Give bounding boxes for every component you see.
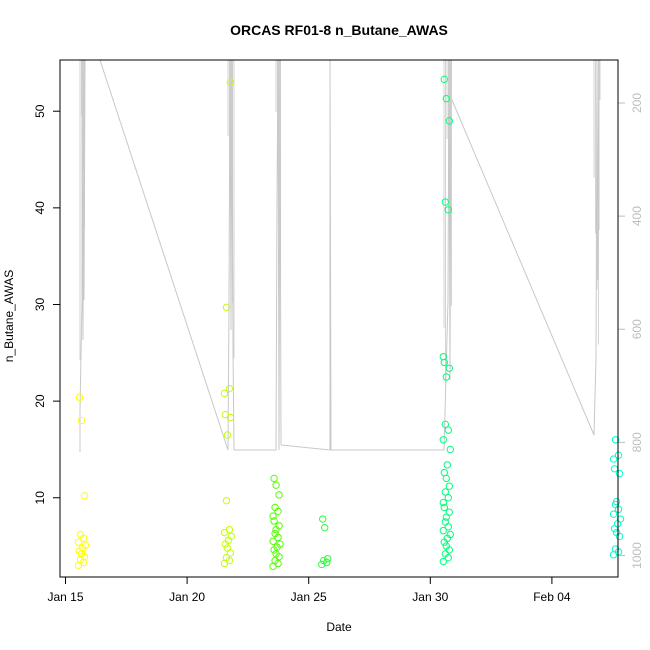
data-point-rf08	[610, 465, 619, 473]
data-point-rf05-07	[440, 75, 448, 84]
data-point-rf04	[324, 554, 332, 563]
y2-tick-label: 200	[630, 93, 644, 113]
chart-title: ORCAS RF01-8 n_Butane_AWAS	[230, 22, 448, 38]
data-point-rf03	[270, 474, 278, 483]
data-point-rf03	[271, 503, 279, 512]
data-point-rf05-07	[445, 364, 453, 372]
data-point-rf03	[271, 529, 279, 538]
y2-tick-label: 1000	[630, 542, 644, 569]
y2-tick-label: 400	[630, 206, 644, 226]
x-axis-label: Date	[326, 620, 352, 634]
y-tick-label: 30	[33, 297, 47, 311]
data-point-rf08	[616, 515, 625, 523]
data-point-rf05-07	[442, 373, 450, 381]
y-tick-label: 10	[33, 491, 47, 505]
axes: Jan 15 Jan 20 Jan 25 Jan 30 Feb 04 10 20 30 40 50…	[33, 93, 644, 604]
data-point-rf04	[320, 556, 328, 565]
data-point-rf02	[225, 384, 234, 393]
data-point-rf03	[271, 556, 279, 565]
data-point-rf02	[220, 389, 229, 398]
data-point-rf03	[270, 517, 278, 525]
data-point-rf05-07	[444, 494, 452, 502]
data-point-rf05-07	[446, 530, 454, 539]
data-point-rf02	[221, 410, 230, 419]
data-point-rf05-07	[439, 352, 447, 361]
pressure-trace	[79, 59, 601, 452]
pressure-trace-segment	[280, 59, 452, 451]
data-point-rf05-07	[446, 445, 454, 454]
data-points	[74, 75, 625, 571]
data-point-rf05-07	[441, 488, 449, 496]
data-point-rf02	[223, 431, 232, 439]
data-point-rf05-07	[444, 426, 452, 434]
data-point-rf05-07	[439, 436, 447, 444]
y2-tick-label: 600	[630, 319, 644, 339]
data-point-rf05-07	[439, 498, 447, 507]
plot-frame	[59, 59, 619, 578]
data-point-rf05-07	[439, 526, 447, 535]
data-point-rf03	[275, 491, 283, 499]
data-point-rf02	[222, 496, 231, 505]
data-point-rf01	[80, 492, 89, 500]
data-point-rf02	[223, 544, 232, 552]
data-point-rf03	[272, 481, 280, 489]
data-point-rf05-07	[445, 508, 453, 516]
data-point-rf05-07	[442, 94, 450, 103]
data-point-rf01	[75, 393, 84, 401]
x-tick-label: Jan 30	[412, 590, 448, 604]
data-point-rf04	[321, 524, 329, 532]
y-tick-label: 40	[33, 201, 47, 215]
data-point-rf05-07	[439, 557, 447, 566]
data-point-rf02	[225, 525, 234, 534]
data-point-rf05-07	[441, 550, 449, 558]
data-point-rf08	[612, 497, 621, 506]
data-point-rf08	[611, 545, 620, 553]
data-point-rf05-07	[445, 117, 453, 125]
data-point-rf02	[222, 303, 231, 312]
data-point-rf05-07	[440, 503, 448, 512]
data-point-rf08	[614, 451, 623, 459]
data-point-rf04	[319, 515, 327, 523]
data-point-rf05-07	[441, 518, 449, 526]
data-point-rf05-07	[444, 206, 452, 214]
data-point-rf03	[275, 522, 283, 530]
data-point-rf05-07	[443, 461, 451, 469]
x-tick-label: Jan 25	[291, 590, 327, 604]
data-point-rf03	[269, 537, 277, 545]
data-point-rf05-07	[441, 420, 449, 429]
data-point-rf05-07	[445, 482, 453, 490]
data-point-rf01	[81, 541, 90, 549]
pressure-trace-segment	[451, 59, 600, 436]
data-point-rf03	[276, 540, 284, 548]
data-point-rf04	[318, 560, 326, 569]
y-axis-label: n_Butane_AWAS	[2, 270, 16, 363]
data-point-rf08	[612, 528, 621, 537]
pressure-trace-segment	[79, 59, 86, 452]
data-point-rf02	[222, 553, 231, 562]
data-point-rf05-07	[441, 198, 449, 206]
data-point-rf08	[611, 436, 620, 444]
data-point-rf01	[76, 530, 85, 539]
data-point-rf03	[272, 550, 280, 558]
data-point-rf08	[609, 455, 618, 463]
data-point-rf03	[269, 512, 277, 520]
x-tick-label: Jan 20	[169, 590, 205, 604]
data-point-rf01	[74, 538, 83, 546]
data-point-rf08	[609, 510, 618, 518]
data-point-rf01	[77, 416, 86, 425]
data-point-rf02	[226, 78, 235, 86]
x-tick-label: Feb 04	[533, 590, 571, 604]
pressure-trace-segment	[99, 59, 282, 451]
y-tick-label: 20	[33, 394, 47, 408]
data-point-rf05-07	[442, 542, 450, 550]
data-point-rf02	[227, 532, 236, 541]
data-point-rf05-07	[440, 468, 448, 477]
x-tick-label: Jan 15	[47, 590, 83, 604]
y2-tick-label: 800	[630, 432, 644, 452]
y-tick-label: 50	[33, 104, 47, 118]
data-point-rf08	[615, 469, 624, 478]
